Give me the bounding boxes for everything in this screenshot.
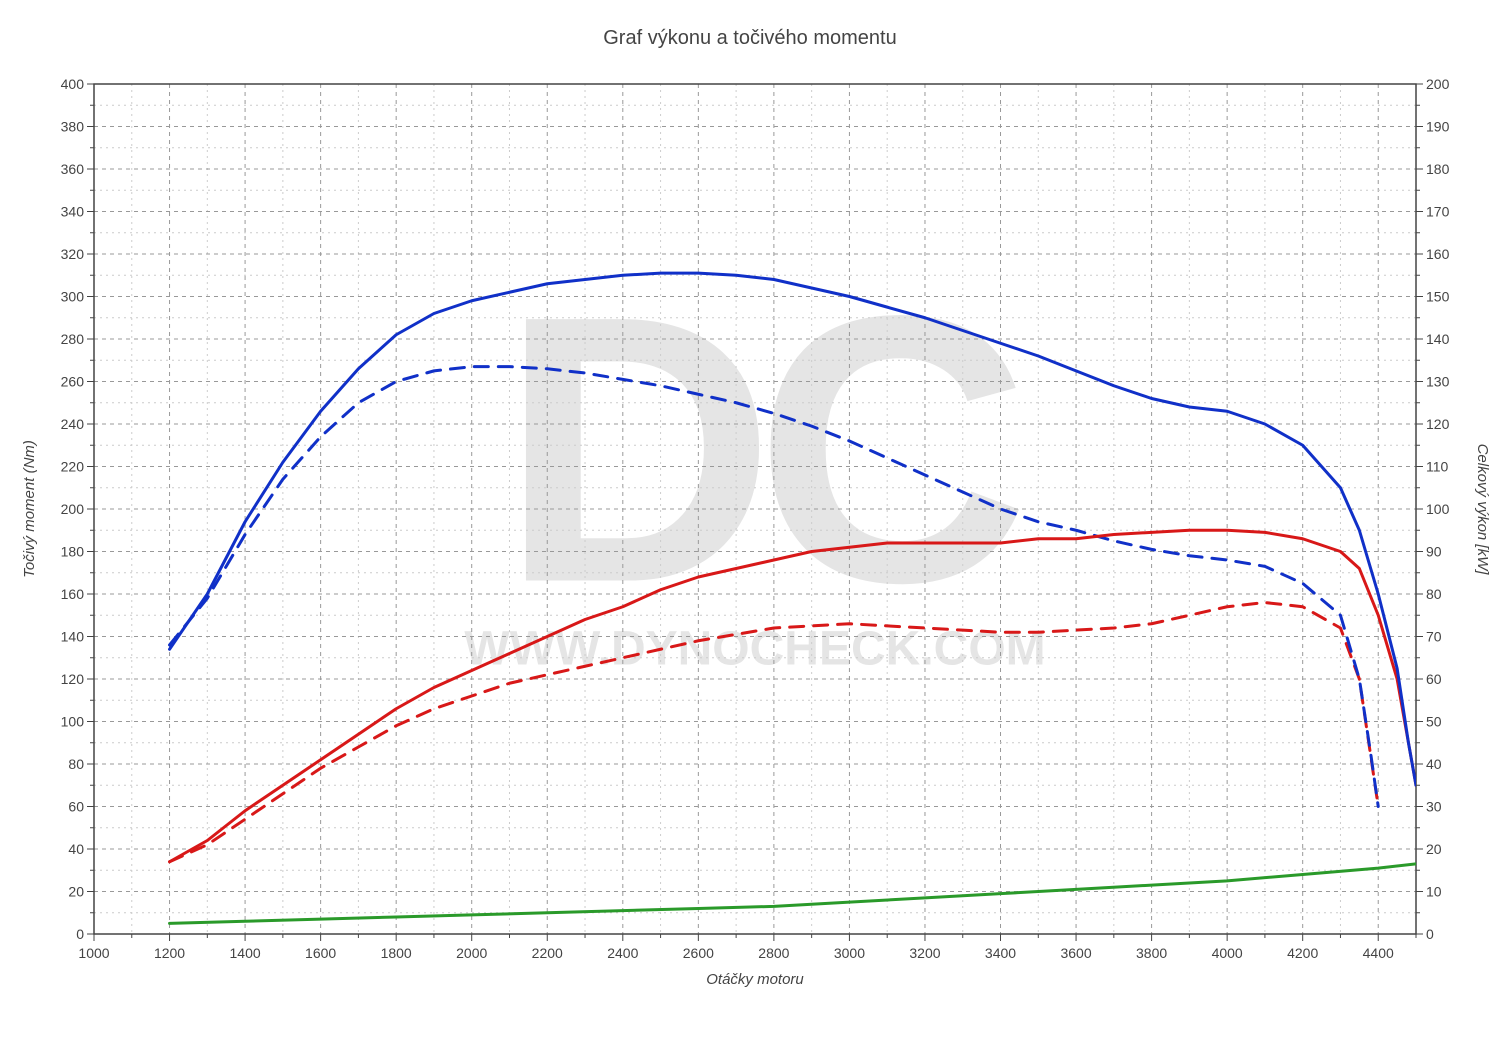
svg-text:300: 300 xyxy=(61,289,85,305)
svg-text:110: 110 xyxy=(1426,459,1449,475)
svg-text:100: 100 xyxy=(1426,501,1450,517)
svg-text:140: 140 xyxy=(1426,331,1450,347)
svg-text:1400: 1400 xyxy=(230,945,261,961)
svg-text:180: 180 xyxy=(61,544,85,560)
svg-text:100: 100 xyxy=(61,714,85,730)
svg-text:190: 190 xyxy=(1426,119,1450,135)
svg-text:10: 10 xyxy=(1426,884,1442,900)
svg-text:3400: 3400 xyxy=(985,945,1016,961)
svg-text:240: 240 xyxy=(61,416,85,432)
svg-text:40: 40 xyxy=(1426,756,1442,772)
svg-text:2400: 2400 xyxy=(607,945,638,961)
svg-text:80: 80 xyxy=(68,756,84,772)
chart-title: Graf výkonu a točivého momentu xyxy=(603,27,896,49)
svg-text:140: 140 xyxy=(61,629,85,645)
svg-text:30: 30 xyxy=(1426,799,1442,815)
svg-text:180: 180 xyxy=(1426,161,1450,177)
svg-text:400: 400 xyxy=(61,76,85,92)
svg-text:1600: 1600 xyxy=(305,945,336,961)
svg-text:2000: 2000 xyxy=(456,945,487,961)
svg-text:3600: 3600 xyxy=(1060,945,1091,961)
svg-text:3800: 3800 xyxy=(1136,945,1167,961)
x-axis-label: Otáčky motoru xyxy=(706,971,804,988)
svg-text:20: 20 xyxy=(68,884,84,900)
svg-text:3200: 3200 xyxy=(909,945,940,961)
svg-text:170: 170 xyxy=(1426,204,1450,220)
svg-text:360: 360 xyxy=(61,161,85,177)
svg-text:90: 90 xyxy=(1426,544,1442,560)
svg-text:60: 60 xyxy=(68,799,84,815)
svg-text:50: 50 xyxy=(1426,714,1442,730)
svg-text:380: 380 xyxy=(61,119,85,135)
svg-text:20: 20 xyxy=(1426,841,1442,857)
svg-text:4400: 4400 xyxy=(1363,945,1394,961)
watermark: DCWWW.DYNOCHECK.COM xyxy=(464,237,1045,676)
svg-text:40: 40 xyxy=(68,841,84,857)
svg-text:80: 80 xyxy=(1426,586,1442,602)
y-right-axis-label: Celkový výkon [kW] xyxy=(1474,444,1491,576)
svg-text:60: 60 xyxy=(1426,671,1442,687)
svg-text:4000: 4000 xyxy=(1212,945,1243,961)
svg-text:DC: DC xyxy=(501,237,1023,662)
svg-text:2600: 2600 xyxy=(683,945,714,961)
svg-text:200: 200 xyxy=(61,501,85,517)
svg-text:0: 0 xyxy=(76,926,84,942)
svg-text:2800: 2800 xyxy=(758,945,789,961)
svg-text:1200: 1200 xyxy=(154,945,185,961)
svg-text:0: 0 xyxy=(1426,926,1434,942)
svg-text:320: 320 xyxy=(61,246,85,262)
svg-text:220: 220 xyxy=(61,459,85,475)
svg-text:2200: 2200 xyxy=(532,945,563,961)
svg-text:280: 280 xyxy=(61,331,85,347)
svg-text:3000: 3000 xyxy=(834,945,865,961)
svg-text:130: 130 xyxy=(1426,374,1450,390)
svg-text:70: 70 xyxy=(1426,629,1442,645)
svg-text:1000: 1000 xyxy=(78,945,109,961)
svg-text:260: 260 xyxy=(61,374,85,390)
svg-text:340: 340 xyxy=(61,204,85,220)
svg-text:160: 160 xyxy=(61,586,85,602)
svg-text:1800: 1800 xyxy=(381,945,412,961)
svg-text:150: 150 xyxy=(1426,289,1450,305)
y-left-axis-label: Točivý moment (Nm) xyxy=(21,440,38,578)
svg-text:120: 120 xyxy=(61,671,85,687)
svg-text:4200: 4200 xyxy=(1287,945,1318,961)
dyno-chart: DCWWW.DYNOCHECK.COM Graf výkonu a točivéh… xyxy=(0,0,1500,1041)
svg-text:160: 160 xyxy=(1426,246,1450,262)
svg-text:120: 120 xyxy=(1426,416,1450,432)
svg-text:200: 200 xyxy=(1426,76,1450,92)
